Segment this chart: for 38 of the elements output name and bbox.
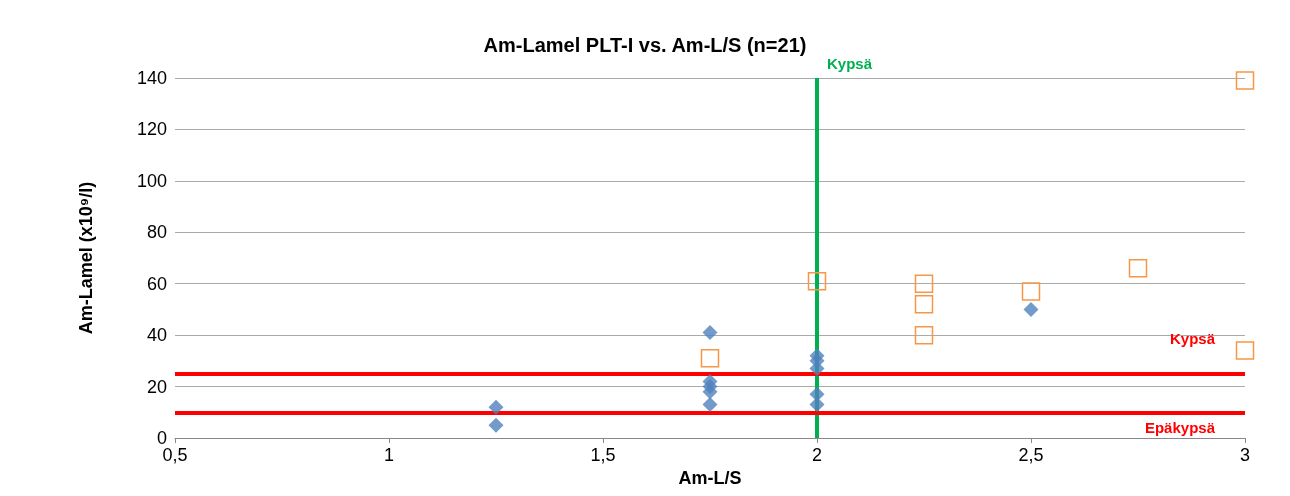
- point: [1235, 71, 1255, 90]
- point: [1021, 282, 1041, 301]
- y-axis-title: Am-Lamel (x10⁹/l): [76, 181, 96, 335]
- x-tick-label: 1,5: [590, 445, 616, 465]
- y-tick-label: 80: [146, 222, 167, 243]
- point: [702, 397, 718, 413]
- chart-title: Am-Lamel PLT-I vs. Am-L/S (n=21): [483, 34, 807, 56]
- point: [488, 399, 504, 415]
- ref-line-label: Epäkypsä: [1144, 419, 1216, 437]
- ref-line-label: Kypsä: [1169, 329, 1216, 347]
- point: [700, 349, 720, 368]
- point: [914, 274, 934, 293]
- x-tick-label: 0,5: [162, 445, 188, 465]
- point: [1128, 259, 1148, 278]
- y-tick-label: 20: [146, 376, 167, 397]
- point: [702, 384, 718, 400]
- point: [914, 295, 934, 314]
- y-tick-label: 40: [146, 325, 167, 346]
- point: [809, 386, 825, 402]
- y-tick-label: 60: [146, 273, 167, 294]
- point: [809, 397, 825, 413]
- x-tick-label: 3: [1239, 445, 1251, 465]
- point: [807, 271, 827, 291]
- y-tick-label: 100: [136, 170, 167, 191]
- point: [1023, 301, 1039, 317]
- point: [809, 361, 825, 377]
- ref-line-label: Kypsä: [827, 55, 873, 72]
- point: [702, 325, 718, 341]
- x-tick-label: 1: [383, 445, 395, 465]
- x-tick-label: 2: [811, 445, 823, 465]
- x-axis-title: Am-L/S: [678, 467, 742, 488]
- y-tick-label: 120: [136, 119, 167, 140]
- point: [914, 325, 934, 345]
- point: [488, 417, 504, 433]
- y-tick-label: 0: [156, 428, 167, 448]
- x-tick-label: 2,5: [1018, 445, 1044, 465]
- y-tick-label: 140: [136, 68, 167, 88]
- point: [1235, 341, 1255, 360]
